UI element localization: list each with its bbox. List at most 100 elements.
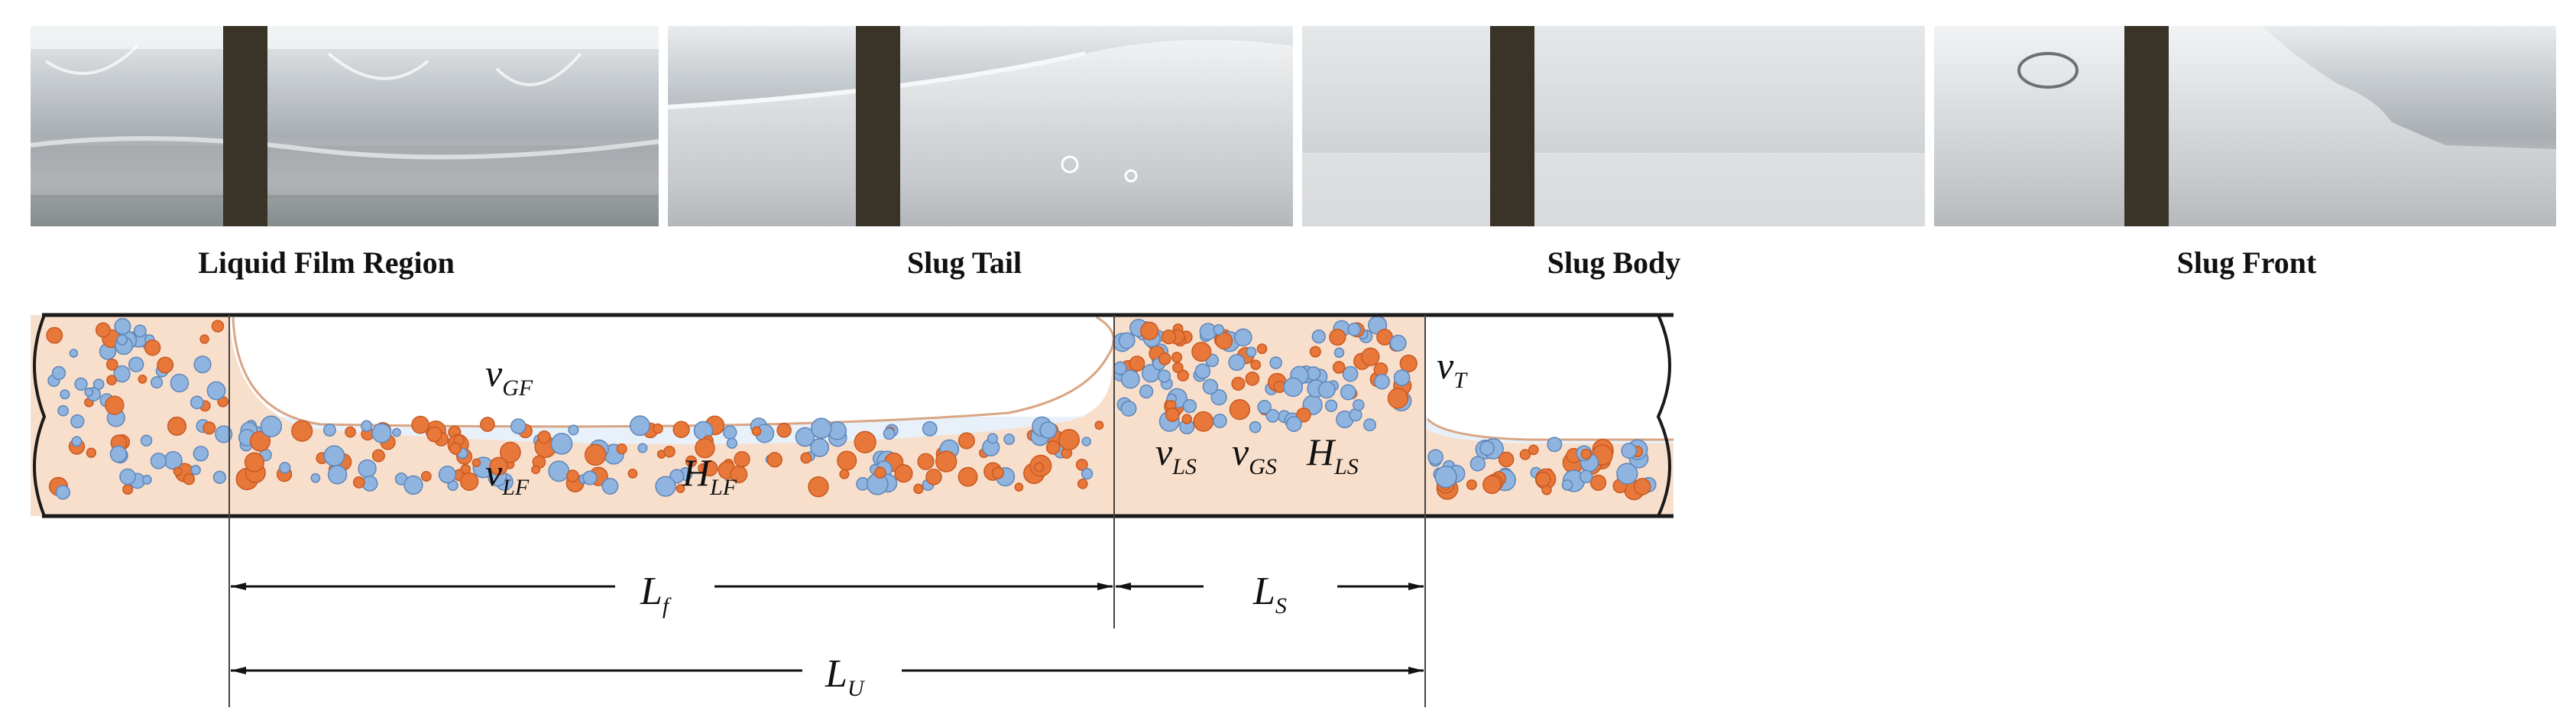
liquid-droplet (1165, 408, 1180, 422)
gas-bubble (133, 324, 147, 338)
gas-bubble (128, 356, 144, 372)
liquid-droplet (808, 476, 829, 498)
dimension-label-lf: Lf (640, 570, 672, 619)
gas-bubble (1228, 353, 1246, 372)
gas-bubble (1306, 366, 1321, 381)
gas-bubble (327, 464, 348, 485)
gas-bubble (1317, 381, 1336, 399)
gas-bubble (371, 423, 392, 443)
symbol-v-lf: vLF (485, 451, 530, 500)
gas-bubble (1469, 456, 1486, 472)
gas-bubble (1265, 408, 1280, 423)
liquid-droplet (420, 471, 432, 482)
gas-bubble (114, 317, 131, 335)
liquid-droplet (800, 452, 812, 464)
gas-bubble (1039, 421, 1058, 440)
gas-bubble (1157, 369, 1171, 383)
gas-bubble (71, 436, 83, 447)
gas-bubble (119, 468, 136, 486)
gas-bubble (883, 427, 896, 440)
symbol-v-gs: vGS (1232, 430, 1277, 479)
dimension-arrows: Lf LS LU (231, 570, 1424, 701)
liquid-droplet (459, 472, 479, 491)
gas-bubble (1561, 479, 1573, 491)
liquid-droplet (203, 421, 216, 435)
liquid-droplet (1094, 421, 1104, 430)
gas-bubble (260, 415, 283, 437)
liquid-droplet (1045, 440, 1061, 455)
liquid-droplet (489, 456, 508, 476)
liquid-droplet (1399, 354, 1418, 373)
liquid-droplet (991, 466, 1004, 479)
gas-bubble (116, 334, 128, 346)
gas-bubble (109, 445, 128, 463)
liquid-droplet (1172, 362, 1184, 373)
liquid-droplet (500, 441, 521, 463)
gas-bubble (1389, 334, 1407, 352)
liquid-droplet (411, 415, 429, 434)
gas-bubble (392, 427, 401, 437)
gas-bubble (1579, 469, 1593, 484)
gas-bubble (1246, 346, 1257, 358)
liquid-droplet (616, 443, 627, 455)
liquid-droplet (1498, 451, 1515, 468)
gas-bubble (55, 485, 71, 500)
gas-bubble (212, 470, 227, 484)
gas-bubble (1257, 400, 1272, 414)
liquid-droplet (676, 484, 685, 493)
liquid-droplet (653, 423, 663, 434)
gas-bubble (987, 433, 998, 444)
gas-bubble (74, 377, 88, 391)
gas-bubble (629, 415, 650, 437)
gas-bubble (1081, 437, 1091, 447)
liquid-droplet (244, 452, 264, 473)
liquid-droplet (1034, 462, 1045, 473)
gas-bubble (403, 475, 423, 495)
gas-bubble (811, 417, 832, 439)
liquid-droplet (925, 469, 942, 486)
gas-bubble (637, 443, 648, 453)
gas-bubble (113, 365, 131, 383)
gas-bubble (51, 365, 66, 381)
liquid-droplet (1466, 479, 1477, 491)
gas-bubble (150, 453, 167, 469)
liquid-droplet (1528, 444, 1539, 456)
gas-bubble (601, 477, 619, 495)
gas-bubble (215, 425, 233, 443)
liquid-droplet (1519, 449, 1531, 460)
gas-bubble (1434, 465, 1457, 489)
gas-bubble (1249, 421, 1262, 434)
photo-slug-front (1934, 26, 2556, 226)
liquid-droplet (105, 395, 125, 415)
gas-bubble (84, 387, 94, 397)
gas-bubble (922, 421, 938, 437)
gas-bubble (1003, 434, 1016, 445)
gas-bubble (1342, 365, 1359, 382)
gas-bubble (1120, 369, 1140, 389)
liquid-droplet (1231, 376, 1246, 391)
symbol-v-ls: vLS (1155, 430, 1197, 479)
liquid-droplet (138, 374, 147, 384)
liquid-droplet (86, 447, 97, 458)
gas-bubble (206, 381, 226, 401)
liquid-droplet (1229, 398, 1251, 421)
liquid-droplet (1181, 414, 1192, 424)
liquid-droplet (1482, 475, 1502, 495)
gas-bubble (361, 420, 373, 432)
liquid-droplet (1250, 359, 1262, 371)
liquid-droplet (1361, 347, 1380, 366)
photo-label-slug-tail: Slug Tail (907, 245, 1022, 280)
liquid-droplet (734, 451, 750, 468)
gas-bubble (438, 466, 457, 484)
liquid-droplet (957, 432, 975, 450)
liquid-droplet (46, 326, 63, 344)
liquid-droplet (584, 443, 607, 466)
gas-bubble (151, 376, 164, 389)
pipe-right-end (1656, 314, 1671, 517)
liquid-film-region (31, 315, 1674, 516)
liquid-droplet (173, 466, 183, 476)
liquid-droplet (663, 445, 676, 458)
gas-bubble (1363, 418, 1376, 432)
liquid-droplet (766, 452, 783, 468)
liquid-droplet (1129, 356, 1145, 372)
